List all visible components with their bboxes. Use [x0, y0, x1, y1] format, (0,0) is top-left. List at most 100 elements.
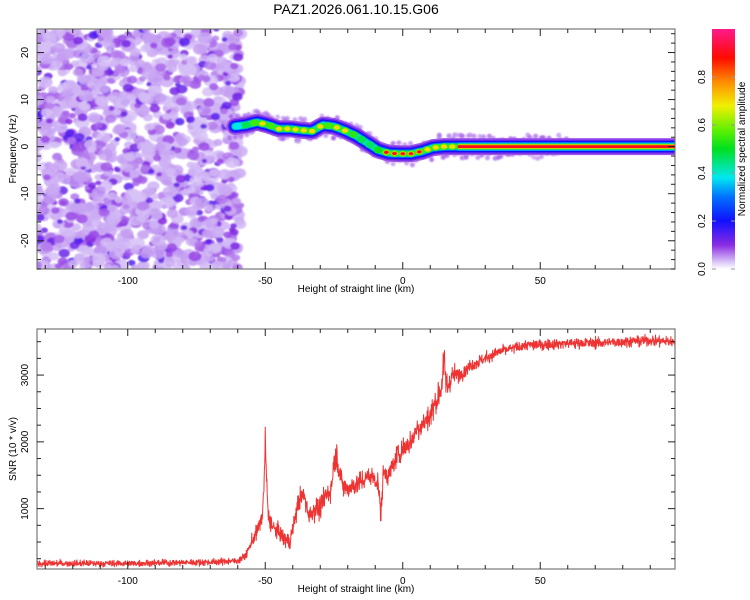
- y-tick-label: -20: [20, 233, 31, 248]
- halo-blob: [227, 135, 232, 141]
- noise-blob: [185, 206, 198, 216]
- noise-blob: [132, 180, 140, 187]
- ridge-spot: [357, 135, 366, 143]
- noise-blob: [186, 116, 195, 123]
- ridge-spot-core: [308, 128, 316, 134]
- noise-blob: [185, 237, 198, 247]
- noise-blob: [204, 60, 217, 70]
- noise-blob: [142, 29, 151, 33]
- noise-blob: [73, 231, 83, 239]
- noise-blob: [143, 186, 156, 197]
- noise-blob: [92, 252, 106, 264]
- noise-blob: [94, 121, 103, 129]
- noise-blob: [145, 197, 154, 204]
- noise-blob: [219, 257, 227, 263]
- noise-blob: [167, 54, 173, 59]
- noise-blob: [137, 141, 149, 151]
- noise-blob: [127, 75, 138, 84]
- colorbar-tick-label: 0.0: [697, 262, 708, 276]
- halo-blob: [556, 132, 562, 138]
- noise-blob: [37, 95, 45, 106]
- y-tick-label: 10: [20, 94, 31, 106]
- noise-blob: [140, 248, 154, 259]
- noise-blob: [77, 113, 88, 122]
- noise-blob: [186, 56, 198, 65]
- noise-blob: [198, 216, 206, 223]
- noise-blob: [166, 243, 178, 252]
- noise-blob: [70, 202, 85, 214]
- halo-blob: [538, 154, 544, 160]
- noise-blob: [167, 64, 178, 73]
- noise-blob: [203, 247, 212, 254]
- halo-blob: [396, 140, 402, 146]
- halo-blob: [331, 135, 336, 141]
- x-tick-label: -50: [258, 576, 273, 587]
- noise-blob: [140, 44, 151, 53]
- noise-blob: [56, 219, 63, 224]
- noise-blob: [54, 122, 68, 133]
- noise-blob: [183, 64, 198, 76]
- noise-blob: [213, 96, 223, 104]
- noise-blob: [123, 152, 134, 161]
- y-tick-label: 3000: [20, 364, 31, 387]
- noise-blob: [65, 211, 78, 221]
- noise-blob: [106, 204, 119, 214]
- noise-blob: [221, 37, 228, 42]
- spectrogram-x-label: Height of straight line (km): [298, 284, 415, 295]
- noise-blob: [83, 248, 93, 256]
- noise-blob: [95, 180, 102, 186]
- noise-blob: [76, 214, 88, 224]
- noise-blob: [152, 111, 163, 119]
- noise-blob: [136, 201, 150, 211]
- noise-blob: [79, 102, 91, 112]
- y-tick-label: 2000: [20, 430, 31, 453]
- halo-blob: [409, 162, 415, 168]
- noise-blob: [193, 43, 208, 55]
- noise-blob: [126, 93, 136, 101]
- noise-blob: [79, 261, 91, 269]
- halo-blob: [238, 134, 244, 140]
- noise-blob: [86, 64, 92, 70]
- noise-blob: [99, 85, 111, 94]
- ridge-spot-peak: [400, 152, 406, 156]
- colorbar-ticks: 0.0 0.2 0.4 0.6 0.8: [697, 70, 735, 276]
- noise-blob: [221, 101, 232, 110]
- noise-blob: [61, 89, 74, 99]
- noise-blob: [68, 29, 82, 35]
- noise-blob: [159, 196, 175, 209]
- halo-blob: [533, 133, 539, 139]
- noise-blob: [210, 217, 219, 224]
- noise-blob: [165, 251, 173, 258]
- noise-blob: [57, 69, 67, 77]
- noise-blob: [201, 158, 208, 164]
- noise-blob: [229, 73, 240, 83]
- noise-blob: [100, 162, 113, 172]
- noise-blob: [37, 235, 45, 244]
- noise-blob: [206, 53, 219, 63]
- noise-blob: [37, 223, 42, 231]
- noise-blob: [64, 63, 74, 70]
- noise-blob: [175, 174, 187, 183]
- x-tick-label: 0: [400, 576, 406, 587]
- noise-blob: [194, 241, 203, 248]
- y-tick-label: -10: [20, 186, 31, 201]
- noise-blob: [43, 194, 56, 205]
- noise-blob: [205, 239, 212, 244]
- noise-blob: [199, 261, 212, 269]
- noise-blob: [158, 156, 172, 167]
- noise-blob: [140, 164, 150, 172]
- noise-blob: [114, 167, 121, 173]
- noise-blob: [37, 194, 44, 204]
- x-tick-label: -100: [118, 276, 138, 287]
- noise-blob: [202, 229, 215, 239]
- noise-blob: [210, 112, 221, 121]
- ridge-spot-core: [284, 126, 291, 131]
- noise-blob: [40, 135, 50, 143]
- noise-blob: [72, 68, 84, 77]
- x-tick-label: 50: [535, 276, 547, 287]
- noise-blob: [37, 260, 42, 269]
- noise-blob: [141, 61, 152, 70]
- noise-blob: [150, 234, 166, 246]
- ridge-spot: [249, 119, 259, 127]
- noise-blob: [106, 77, 115, 84]
